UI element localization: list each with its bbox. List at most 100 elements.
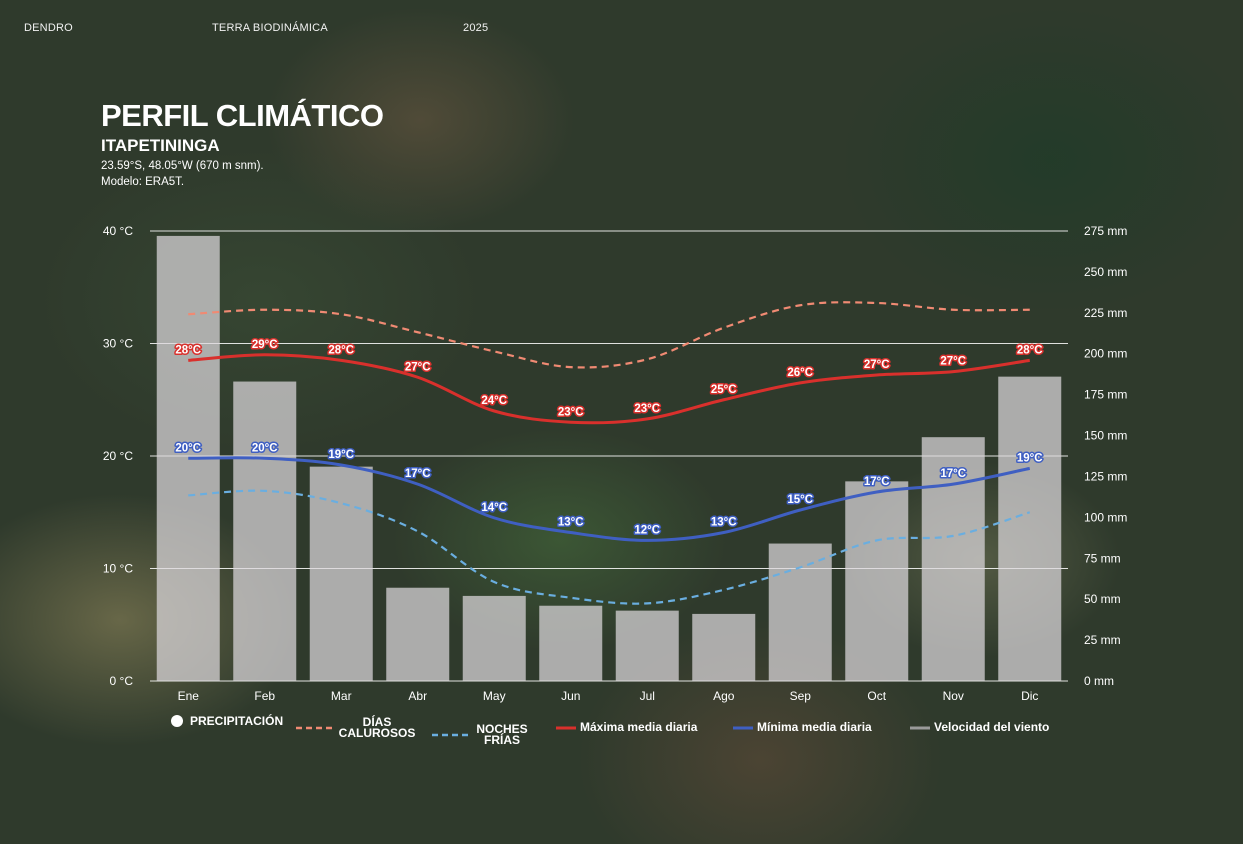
legend-precip-dot-icon	[171, 715, 183, 727]
legend-precip-label: PRECIPITACIÓN	[190, 713, 284, 728]
precip-bar	[233, 381, 297, 681]
min-temp-label: 17°C	[940, 468, 966, 480]
min-temp-label: 20°C	[252, 442, 278, 454]
min-temp-label-halo: 15°C	[787, 494, 813, 506]
legend-precipitation: PRECIPITACIÓN	[170, 714, 283, 728]
min-temp-label: 19°C	[328, 449, 354, 461]
y-left-tick-label: 0 °C	[110, 674, 134, 688]
max-temp-label: 27°C	[864, 359, 890, 371]
min-temp-label-halo: 20°C	[175, 442, 201, 454]
min-temp-label: 12°C	[634, 524, 660, 536]
page-title: PERFIL CLIMÁTICO	[101, 98, 384, 133]
model-text: Modelo: ERA5T.	[101, 176, 185, 188]
legend-cold-nights: NOCHES FRÍAS	[432, 722, 532, 747]
y-right-tick-label: 150 mm	[1084, 429, 1127, 443]
max-temp-label-halo: 28°C	[175, 344, 201, 356]
legend-cold-nights-line-icon	[432, 733, 470, 737]
hot-days-line	[188, 301, 1030, 369]
org-label: TERRA BIODINÁMICA	[212, 22, 328, 34]
x-tick-label: Abr	[408, 689, 427, 703]
x-tick-label: Nov	[943, 689, 964, 703]
x-tick-label: May	[483, 689, 506, 703]
max-temp-label: 28°C	[328, 344, 354, 356]
min-temp-label-halo: 12°C	[634, 524, 660, 536]
min-temp-label-halo: 19°C	[1017, 452, 1043, 464]
min-temp-label: 13°C	[711, 517, 737, 529]
precip-bar	[768, 543, 832, 681]
precip-bar	[615, 610, 679, 681]
location-title: ITAPETININGA	[101, 136, 220, 155]
max-temp-label-halo: 25°C	[711, 384, 737, 396]
max-temp-label-halo: 26°C	[787, 367, 813, 379]
max-temp-label-halo: 27°C	[940, 356, 966, 368]
legend-wind-line-icon	[910, 726, 930, 729]
x-tick-label: Ago	[713, 689, 735, 703]
x-tick-label: Sep	[790, 689, 812, 703]
legend-max: Máxima media diaria	[556, 720, 698, 734]
legend-hot-days: DÍAS CALUROSOS	[296, 715, 418, 740]
max-temp-label: 28°C	[175, 344, 201, 356]
year-label: 2025	[463, 22, 489, 34]
max-temp-label: 23°C	[558, 406, 584, 418]
precip-bar	[845, 481, 909, 681]
max-temp-label-halo: 24°C	[481, 395, 507, 407]
x-tick-label: Oct	[867, 689, 886, 703]
min-temp-label: 19°C	[1017, 452, 1043, 464]
min-temp-label-halo: 13°C	[711, 517, 737, 529]
y-left-tick-label: 20 °C	[103, 449, 133, 463]
precip-bar	[998, 376, 1062, 681]
precip-bar	[462, 595, 526, 681]
min-temp-label-halo: 17°C	[940, 468, 966, 480]
max-temp-line	[188, 353, 1030, 425]
y-left-tick-label: 40 °C	[103, 224, 133, 238]
max-temp-label-halo: 27°C	[864, 359, 890, 371]
x-tick-label: Ene	[178, 689, 200, 703]
x-tick-label: Jun	[561, 689, 580, 703]
x-tick-label: Dic	[1021, 689, 1038, 703]
min-temp-label-halo: 17°C	[864, 476, 890, 488]
max-temp-label: 27°C	[405, 361, 431, 373]
legend-wind: Velocidad del viento	[910, 721, 1049, 733]
legend-cold-nights-label: NOCHES FRÍAS	[476, 722, 528, 747]
min-temp-label: 15°C	[787, 494, 813, 506]
max-temp-label: 23°C	[634, 403, 660, 415]
max-temp-label-halo: 29°C	[252, 339, 278, 351]
max-temp-label-halo: 23°C	[558, 406, 584, 418]
min-temp-label-halo: 17°C	[405, 468, 431, 480]
legend-min: Mínima media diaria	[733, 721, 872, 733]
max-temp-label: 28°C	[1017, 344, 1043, 356]
max-temp-label-halo: 27°C	[405, 361, 431, 373]
min-temp-label-halo: 20°C	[252, 442, 278, 454]
max-temp-label: 24°C	[481, 395, 507, 407]
min-temp-label: 20°C	[175, 442, 201, 454]
legend-hot-days-label: DÍAS CALUROSOS	[338, 715, 416, 740]
y-right-tick-label: 100 mm	[1084, 510, 1127, 524]
y-right-tick-label: 175 mm	[1084, 388, 1127, 402]
x-tick-label: Mar	[331, 689, 352, 703]
max-temp-label: 26°C	[787, 367, 813, 379]
min-temp-label-halo: 14°C	[481, 502, 507, 514]
y-right-tick-label: 50 mm	[1084, 592, 1121, 606]
y-right-tick-label: 200 mm	[1084, 347, 1127, 361]
min-temp-label: 13°C	[558, 517, 584, 529]
max-temp-label: 25°C	[711, 384, 737, 396]
y-left-tick-label: 30 °C	[103, 337, 133, 351]
min-temp-label-halo: 13°C	[558, 517, 584, 529]
max-temp-label: 27°C	[940, 356, 966, 368]
max-temp-label-halo: 23°C	[634, 403, 660, 415]
max-temp-label-halo: 28°C	[1017, 344, 1043, 356]
legend-max-line-icon	[556, 726, 576, 729]
precip-bar	[692, 613, 756, 681]
min-temp-line	[188, 456, 1031, 542]
coordinates-text: 23.59°S, 48.05°W (670 m snm).	[101, 160, 264, 172]
legend-max-label: Máxima media diaria	[580, 720, 698, 734]
legend-min-line-icon	[733, 726, 753, 729]
max-temp-label-halo: 28°C	[328, 344, 354, 356]
x-tick-label: Feb	[254, 689, 275, 703]
x-tick-label: Jul	[640, 689, 655, 703]
brand-label: DENDRO	[24, 22, 73, 34]
y-right-tick-label: 0 mm	[1084, 674, 1114, 688]
min-temp-label: 14°C	[481, 502, 507, 514]
y-right-tick-label: 25 mm	[1084, 633, 1121, 647]
